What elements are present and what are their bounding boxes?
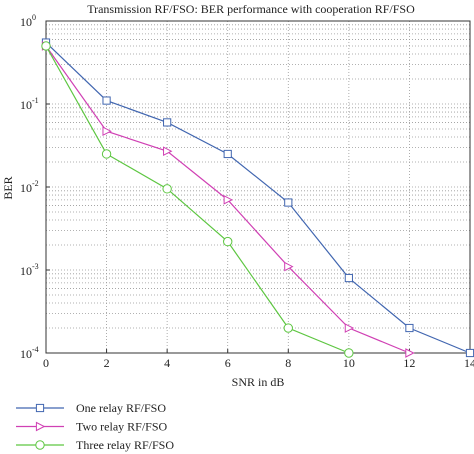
y-tick-exponent: 0 [32,13,36,22]
data-point [344,348,354,358]
data-point [284,261,294,272]
chart-title: Transmission RF/FSO: BER performance wit… [87,2,415,16]
y-tick-exponent: -4 [32,345,39,354]
data-point [405,348,415,358]
data-point [223,149,232,159]
legend-marker [35,421,46,432]
legend-label: Three relay RF/FSO [76,438,174,452]
legend-entry-1: One relay RF/FSO [16,401,166,415]
data-point [162,184,172,194]
y-tick-label: 10 [20,15,32,29]
x-tick-label: 14 [464,356,474,370]
legend-marker [35,403,45,413]
x-tick-label: 2 [104,356,110,370]
y-axis-label: BER [1,176,15,199]
data-point [102,96,111,105]
data-point [223,236,233,247]
series-line [45,45,350,354]
legend-entry-3: Three relay RF/FSO [16,438,174,452]
series-1 [41,38,474,358]
x-tick-label: 12 [403,356,415,370]
x-tick-label: 10 [343,356,355,370]
y-tick-exponent: -2 [32,179,39,188]
data-point [344,323,355,333]
series-layer [41,38,474,358]
y-tick-label: 10 [20,98,32,112]
data-point [101,149,112,159]
data-point [163,146,173,157]
legend-marker [35,440,45,450]
data-point [163,118,172,127]
grid-lines [45,21,471,354]
data-point [223,195,234,205]
series-2 [41,41,415,358]
legend-label: One relay RF/FSO [76,401,166,415]
y-tick-label: 10 [20,347,32,361]
x-tick-label: 0 [43,356,49,370]
data-point [102,126,112,137]
y-tick-exponent: -1 [32,96,39,105]
x-tick-label: 6 [225,356,231,370]
series-3 [41,41,354,358]
data-point [283,323,293,333]
x-axis-label: SNR in dB [232,375,285,389]
legend: One relay RF/FSO Two relay RF/FSO Three re… [16,401,174,452]
legend-entry-2: Two relay RF/FSO [16,420,168,434]
y-tick-exponent: -3 [32,262,39,271]
data-point [344,273,353,283]
y-tick-label: 10 [20,181,32,195]
data-point [284,198,293,207]
y-tick-label: 10 [20,264,32,278]
x-tick-label: 4 [164,356,170,370]
data-point [405,323,414,333]
data-point [41,41,51,51]
series-line [45,42,471,354]
x-tick-label: 8 [285,356,291,370]
legend-label: Two relay RF/FSO [76,420,168,434]
